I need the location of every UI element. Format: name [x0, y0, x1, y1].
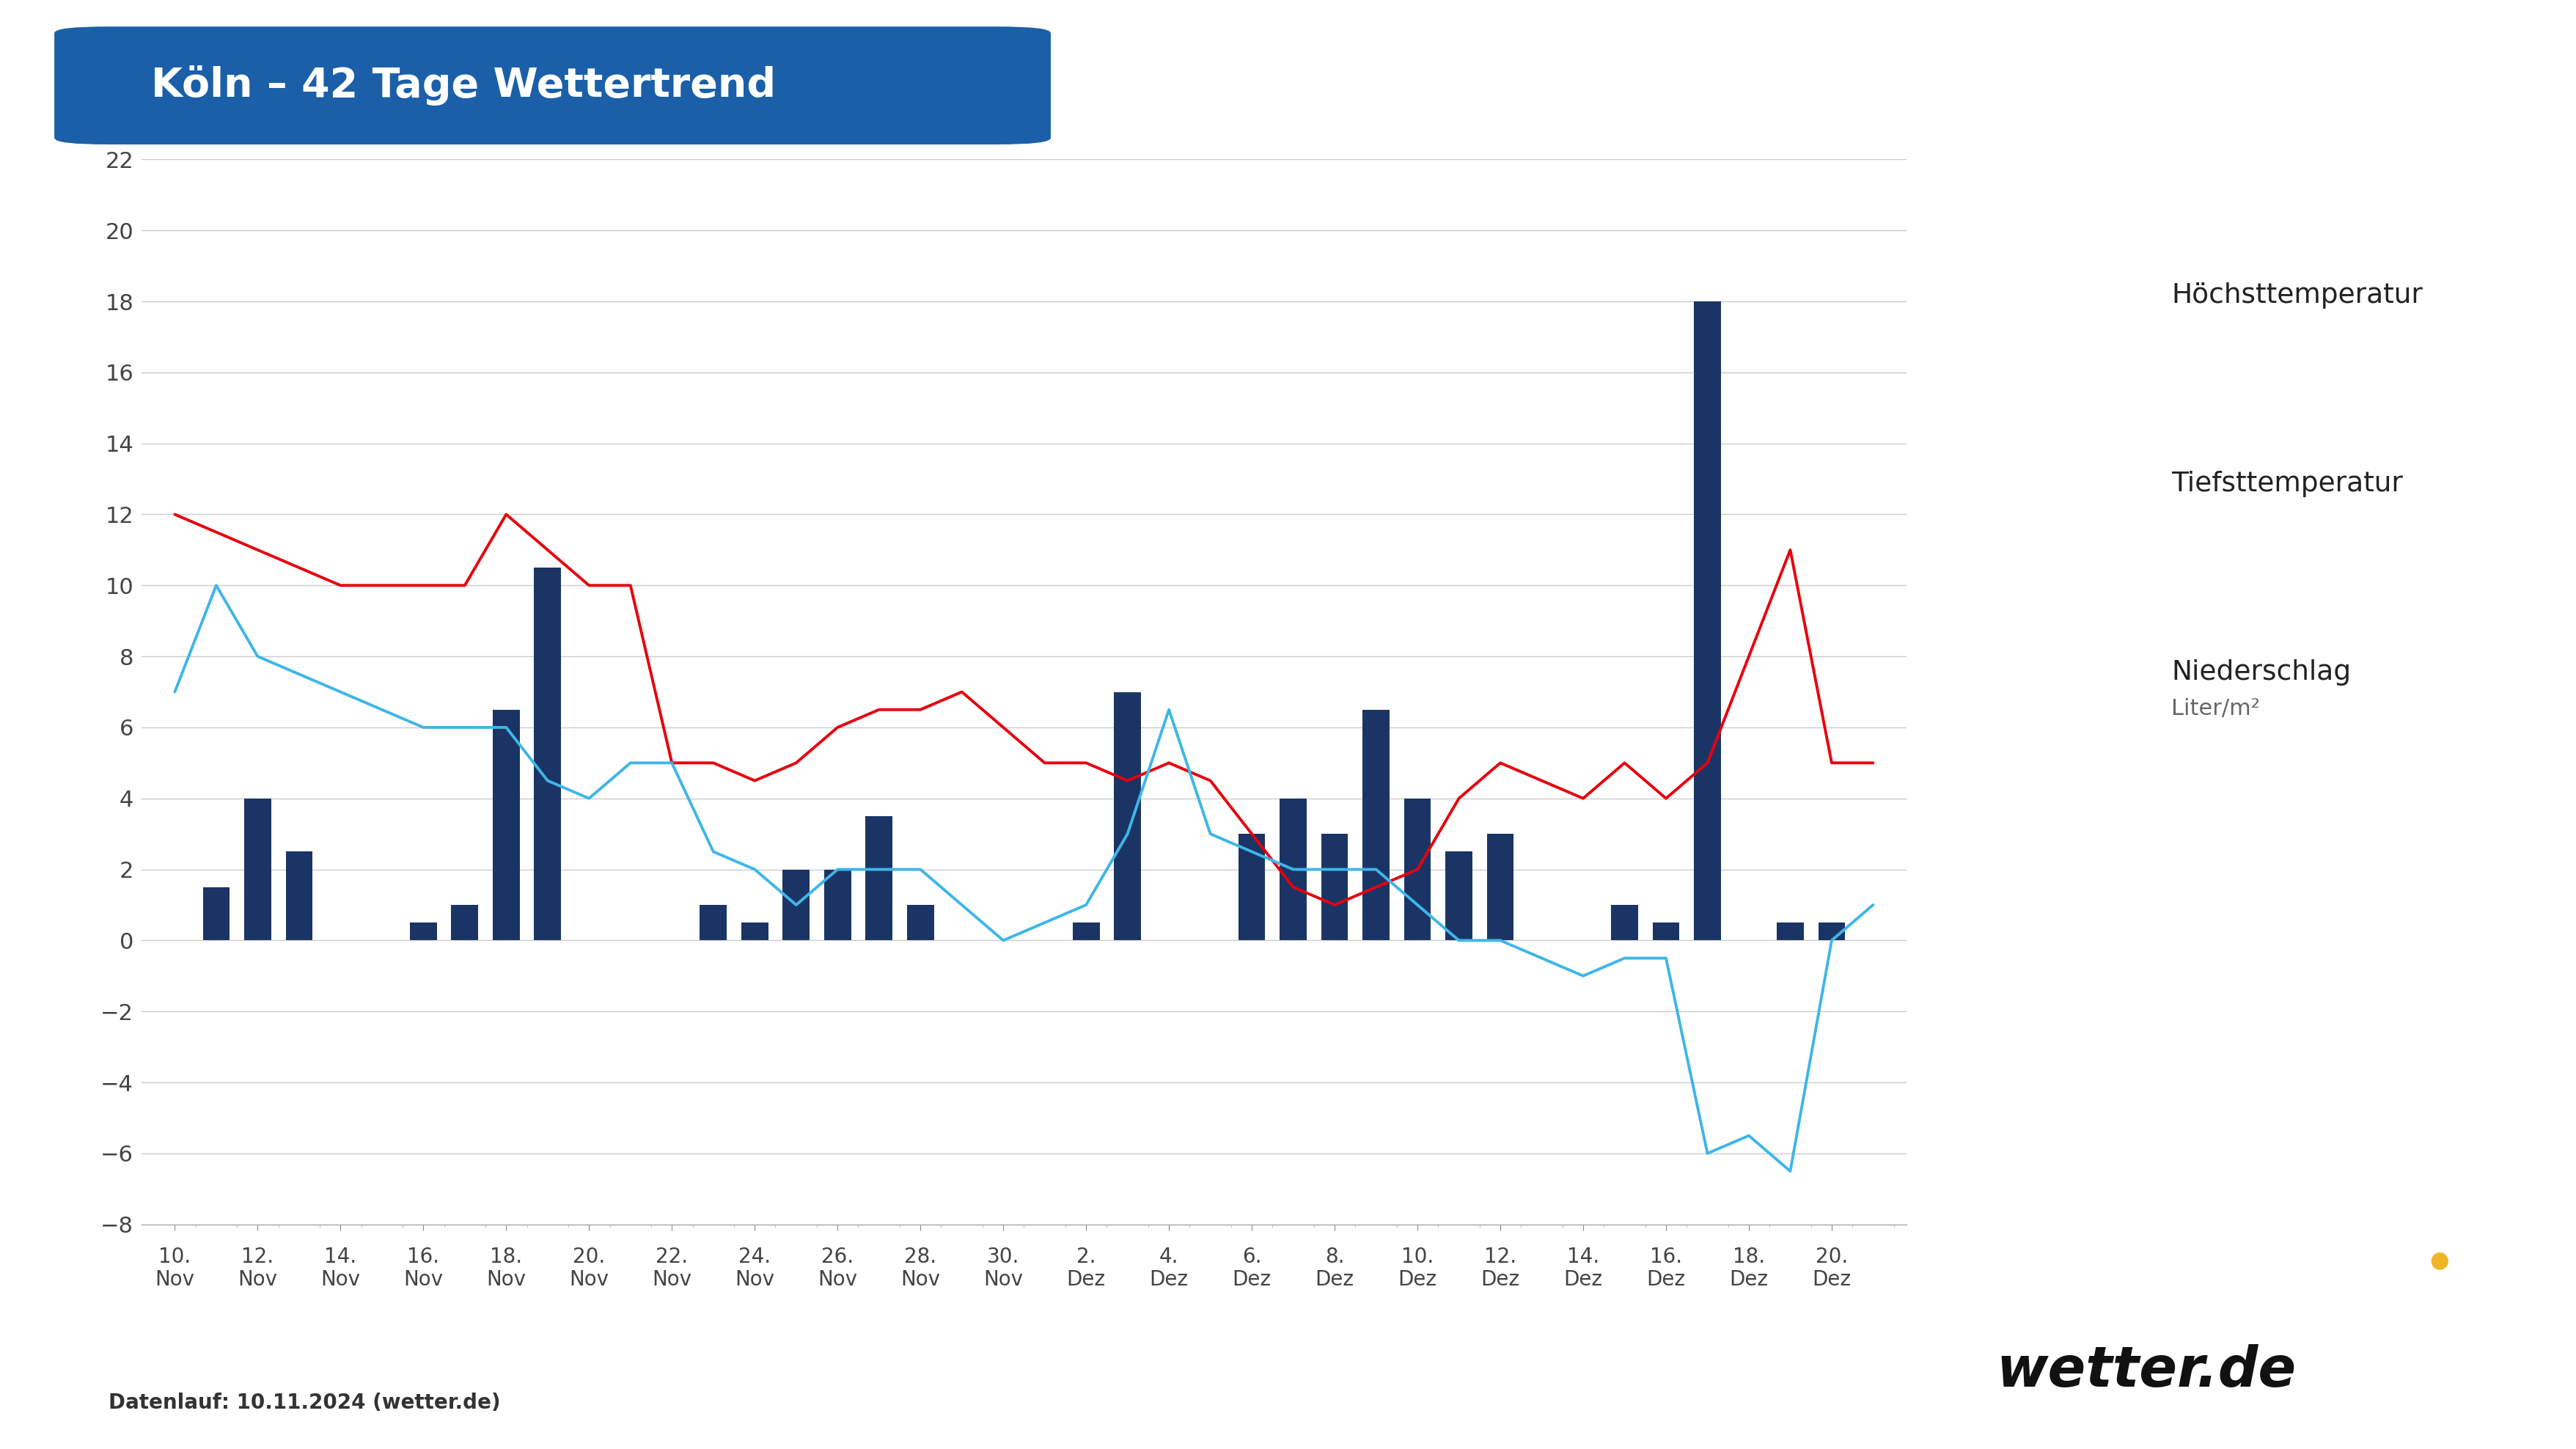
Bar	[1239, 835, 1265, 940]
Bar	[1486, 835, 1515, 940]
Bar	[824, 869, 850, 940]
Bar	[1445, 852, 1473, 940]
Bar	[783, 869, 809, 940]
Bar	[1072, 923, 1100, 940]
Bar	[492, 710, 520, 940]
Bar	[701, 904, 726, 940]
Text: Nov: Nov	[817, 1269, 858, 1290]
Text: 6.: 6.	[1242, 1246, 1262, 1268]
Bar	[1363, 710, 1388, 940]
Text: Nov: Nov	[569, 1269, 608, 1290]
Text: Tiefsttemperatur: Tiefsttemperatur	[2172, 471, 2403, 497]
Bar	[533, 568, 562, 940]
Text: Niederschlag: Niederschlag	[2172, 659, 2352, 685]
Text: Nov: Nov	[487, 1269, 526, 1290]
Text: Dez: Dez	[1811, 1269, 1852, 1290]
Text: Dez: Dez	[1564, 1269, 1602, 1290]
Text: 12.: 12.	[242, 1246, 273, 1268]
Bar	[907, 904, 935, 940]
Text: 20.: 20.	[572, 1246, 605, 1268]
Bar	[1280, 798, 1306, 940]
Text: 30.: 30.	[987, 1246, 1020, 1268]
Bar	[1404, 798, 1430, 940]
Bar	[410, 923, 438, 940]
Bar	[1819, 923, 1844, 940]
Text: 24.: 24.	[739, 1246, 770, 1268]
Text: 10.: 10.	[160, 1246, 191, 1268]
Text: ●: ●	[2429, 1250, 2450, 1271]
Text: 20.: 20.	[1816, 1246, 1847, 1268]
Bar	[286, 852, 312, 940]
Text: Dez: Dez	[1149, 1269, 1188, 1290]
Text: °C: °C	[98, 106, 124, 128]
Text: 18.: 18.	[1734, 1246, 1765, 1268]
Bar	[742, 923, 768, 940]
Text: Dez: Dez	[1231, 1269, 1273, 1290]
Text: Köln – 42 Tage Wettertrend: Köln – 42 Tage Wettertrend	[152, 65, 775, 106]
Bar	[451, 904, 479, 940]
Text: Dez: Dez	[1066, 1269, 1105, 1290]
Text: 8.: 8.	[1324, 1246, 1345, 1268]
Text: Nov: Nov	[984, 1269, 1023, 1290]
Text: 22.: 22.	[657, 1246, 688, 1268]
Text: wetter.de: wetter.de	[1996, 1345, 2295, 1398]
Bar	[1321, 835, 1347, 940]
Text: Nov: Nov	[237, 1269, 278, 1290]
Text: Dez: Dez	[1728, 1269, 1767, 1290]
Text: 4.: 4.	[1159, 1246, 1180, 1268]
Text: Dez: Dez	[1646, 1269, 1685, 1290]
Text: Dez: Dez	[1399, 1269, 1437, 1290]
Text: 10.: 10.	[1401, 1246, 1435, 1268]
Text: Dez: Dez	[1481, 1269, 1520, 1290]
Text: Nov: Nov	[734, 1269, 775, 1290]
Text: 14.: 14.	[325, 1246, 355, 1268]
Text: Datenlauf: 10.11.2024 (wetter.de): Datenlauf: 10.11.2024 (wetter.de)	[108, 1392, 500, 1413]
Text: Nov: Nov	[155, 1269, 196, 1290]
Text: Nov: Nov	[902, 1269, 940, 1290]
Bar	[1654, 923, 1680, 940]
Text: Dez: Dez	[1316, 1269, 1355, 1290]
Text: 2.: 2.	[1077, 1246, 1095, 1268]
Text: 16.: 16.	[1649, 1246, 1682, 1268]
Text: Liter/m²: Liter/m²	[2172, 698, 2259, 720]
Bar	[1777, 923, 1803, 940]
Text: Nov: Nov	[652, 1269, 693, 1290]
Text: Nov: Nov	[404, 1269, 443, 1290]
FancyBboxPatch shape	[54, 28, 1051, 143]
Bar	[204, 887, 229, 940]
Bar	[245, 798, 270, 940]
Text: 14.: 14.	[1566, 1246, 1600, 1268]
Text: 26.: 26.	[822, 1246, 853, 1268]
Text: 12.: 12.	[1484, 1246, 1517, 1268]
Text: Nov: Nov	[319, 1269, 361, 1290]
Text: Höchsttemperatur: Höchsttemperatur	[2172, 283, 2424, 309]
Bar	[1113, 691, 1141, 940]
Text: 28.: 28.	[904, 1246, 938, 1268]
Bar	[1695, 301, 1721, 940]
Bar	[866, 816, 891, 940]
Bar	[1610, 904, 1638, 940]
Text: 16.: 16.	[407, 1246, 440, 1268]
Text: 18.: 18.	[489, 1246, 523, 1268]
